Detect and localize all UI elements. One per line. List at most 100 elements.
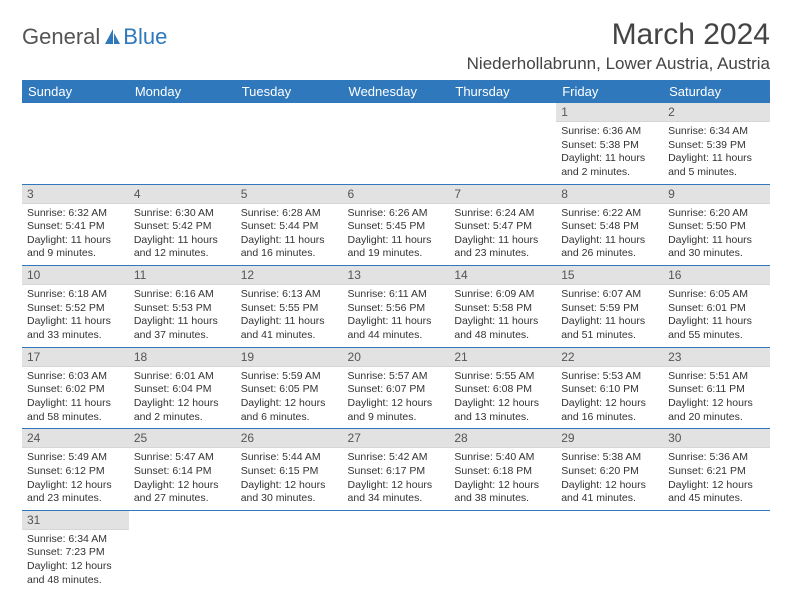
day-number: 23: [663, 348, 770, 367]
day-content: Sunrise: 6:07 AMSunset: 5:59 PMDaylight:…: [556, 285, 663, 347]
day-line: Sunrise: 5:55 AM: [454, 370, 551, 384]
day-line: Daylight: 12 hours and 20 minutes.: [668, 397, 765, 424]
day-line: Daylight: 11 hours and 30 minutes.: [668, 234, 765, 261]
day-line: Sunset: 6:08 PM: [454, 383, 551, 397]
day-line: Sunset: 5:45 PM: [348, 220, 445, 234]
day-line: Daylight: 12 hours and 34 minutes.: [348, 479, 445, 506]
day-line: Sunset: 5:39 PM: [668, 139, 765, 153]
day-line: Sunrise: 5:49 AM: [27, 451, 124, 465]
day-number: 31: [22, 511, 129, 530]
calendar-cell: [343, 510, 450, 591]
day-line: Daylight: 11 hours and 51 minutes.: [561, 315, 658, 342]
day-number: 1: [556, 103, 663, 122]
day-line: Sunset: 6:02 PM: [27, 383, 124, 397]
day-line: Sunrise: 5:40 AM: [454, 451, 551, 465]
day-content: Sunrise: 5:51 AMSunset: 6:11 PMDaylight:…: [663, 367, 770, 429]
day-line: Sunrise: 5:38 AM: [561, 451, 658, 465]
day-number: 15: [556, 266, 663, 285]
calendar-cell: [129, 510, 236, 591]
day-line: Sunset: 6:14 PM: [134, 465, 231, 479]
day-line: Sunset: 6:10 PM: [561, 383, 658, 397]
day-number: 16: [663, 266, 770, 285]
calendar-cell: 31Sunrise: 6:34 AMSunset: 7:23 PMDayligh…: [22, 510, 129, 591]
calendar-cell: 10Sunrise: 6:18 AMSunset: 5:52 PMDayligh…: [22, 266, 129, 348]
day-line: Daylight: 11 hours and 2 minutes.: [561, 152, 658, 179]
day-number: 8: [556, 185, 663, 204]
day-content: Sunrise: 6:26 AMSunset: 5:45 PMDaylight:…: [343, 204, 450, 266]
calendar-cell: [343, 103, 450, 184]
calendar-cell: [236, 103, 343, 184]
calendar-cell: 28Sunrise: 5:40 AMSunset: 6:18 PMDayligh…: [449, 429, 556, 511]
day-line: Sunset: 5:52 PM: [27, 302, 124, 316]
calendar-cell: 3Sunrise: 6:32 AMSunset: 5:41 PMDaylight…: [22, 184, 129, 266]
month-title: March 2024: [467, 18, 770, 52]
calendar-cell: [449, 103, 556, 184]
day-line: Sunrise: 5:42 AM: [348, 451, 445, 465]
calendar-cell: 17Sunrise: 6:03 AMSunset: 6:02 PMDayligh…: [22, 347, 129, 429]
calendar-row: 3Sunrise: 6:32 AMSunset: 5:41 PMDaylight…: [22, 184, 770, 266]
day-line: Daylight: 12 hours and 23 minutes.: [27, 479, 124, 506]
day-line: Daylight: 12 hours and 30 minutes.: [241, 479, 338, 506]
day-line: Sunset: 6:20 PM: [561, 465, 658, 479]
day-line: Daylight: 12 hours and 38 minutes.: [454, 479, 551, 506]
calendar-cell: 4Sunrise: 6:30 AMSunset: 5:42 PMDaylight…: [129, 184, 236, 266]
day-line: Daylight: 11 hours and 16 minutes.: [241, 234, 338, 261]
calendar-cell: 19Sunrise: 5:59 AMSunset: 6:05 PMDayligh…: [236, 347, 343, 429]
calendar-cell: 18Sunrise: 6:01 AMSunset: 6:04 PMDayligh…: [129, 347, 236, 429]
calendar-cell: 6Sunrise: 6:26 AMSunset: 5:45 PMDaylight…: [343, 184, 450, 266]
day-content: Sunrise: 5:38 AMSunset: 6:20 PMDaylight:…: [556, 448, 663, 510]
calendar-row: 10Sunrise: 6:18 AMSunset: 5:52 PMDayligh…: [22, 266, 770, 348]
day-line: Sunrise: 6:32 AM: [27, 207, 124, 221]
day-line: Sunset: 5:38 PM: [561, 139, 658, 153]
day-line: Sunrise: 6:24 AM: [454, 207, 551, 221]
calendar-cell: 5Sunrise: 6:28 AMSunset: 5:44 PMDaylight…: [236, 184, 343, 266]
day-line: Sunrise: 5:51 AM: [668, 370, 765, 384]
day-line: Sunset: 5:59 PM: [561, 302, 658, 316]
day-line: Sunset: 5:44 PM: [241, 220, 338, 234]
location-text: Niederhollabrunn, Lower Austria, Austria: [467, 54, 770, 74]
calendar-cell: 23Sunrise: 5:51 AMSunset: 6:11 PMDayligh…: [663, 347, 770, 429]
calendar-cell: [556, 510, 663, 591]
calendar-cell: 12Sunrise: 6:13 AMSunset: 5:55 PMDayligh…: [236, 266, 343, 348]
col-thursday: Thursday: [449, 80, 556, 103]
calendar-cell: [129, 103, 236, 184]
day-line: Sunset: 6:11 PM: [668, 383, 765, 397]
calendar-row: 31Sunrise: 6:34 AMSunset: 7:23 PMDayligh…: [22, 510, 770, 591]
col-sunday: Sunday: [22, 80, 129, 103]
day-line: Daylight: 11 hours and 26 minutes.: [561, 234, 658, 261]
calendar-cell: 27Sunrise: 5:42 AMSunset: 6:17 PMDayligh…: [343, 429, 450, 511]
day-line: Sunrise: 6:34 AM: [668, 125, 765, 139]
day-number: 6: [343, 185, 450, 204]
day-line: Sunrise: 6:34 AM: [27, 533, 124, 547]
day-line: Sunset: 5:47 PM: [454, 220, 551, 234]
day-number: 27: [343, 429, 450, 448]
day-line: Daylight: 12 hours and 45 minutes.: [668, 479, 765, 506]
day-line: Sunset: 5:41 PM: [27, 220, 124, 234]
title-block: March 2024 Niederhollabrunn, Lower Austr…: [467, 18, 770, 74]
day-content: Sunrise: 6:20 AMSunset: 5:50 PMDaylight:…: [663, 204, 770, 266]
day-line: Sunrise: 6:09 AM: [454, 288, 551, 302]
day-line: Daylight: 11 hours and 23 minutes.: [454, 234, 551, 261]
day-line: Daylight: 12 hours and 48 minutes.: [27, 560, 124, 587]
day-line: Sunrise: 6:16 AM: [134, 288, 231, 302]
day-line: Sunrise: 6:26 AM: [348, 207, 445, 221]
day-line: Daylight: 12 hours and 41 minutes.: [561, 479, 658, 506]
calendar-table: Sunday Monday Tuesday Wednesday Thursday…: [22, 80, 770, 591]
day-line: Sunset: 6:12 PM: [27, 465, 124, 479]
day-line: Sunset: 5:58 PM: [454, 302, 551, 316]
calendar-cell: 8Sunrise: 6:22 AMSunset: 5:48 PMDaylight…: [556, 184, 663, 266]
day-content: Sunrise: 5:44 AMSunset: 6:15 PMDaylight:…: [236, 448, 343, 510]
calendar-row: 24Sunrise: 5:49 AMSunset: 6:12 PMDayligh…: [22, 429, 770, 511]
day-line: Daylight: 11 hours and 41 minutes.: [241, 315, 338, 342]
day-content: Sunrise: 5:57 AMSunset: 6:07 PMDaylight:…: [343, 367, 450, 429]
day-line: Sunset: 6:05 PM: [241, 383, 338, 397]
day-number: 22: [556, 348, 663, 367]
day-number: 18: [129, 348, 236, 367]
col-wednesday: Wednesday: [343, 80, 450, 103]
calendar-cell: 20Sunrise: 5:57 AMSunset: 6:07 PMDayligh…: [343, 347, 450, 429]
day-line: Sunrise: 6:01 AM: [134, 370, 231, 384]
calendar-cell: 26Sunrise: 5:44 AMSunset: 6:15 PMDayligh…: [236, 429, 343, 511]
col-monday: Monday: [129, 80, 236, 103]
day-line: Sunrise: 6:11 AM: [348, 288, 445, 302]
day-line: Sunset: 6:04 PM: [134, 383, 231, 397]
